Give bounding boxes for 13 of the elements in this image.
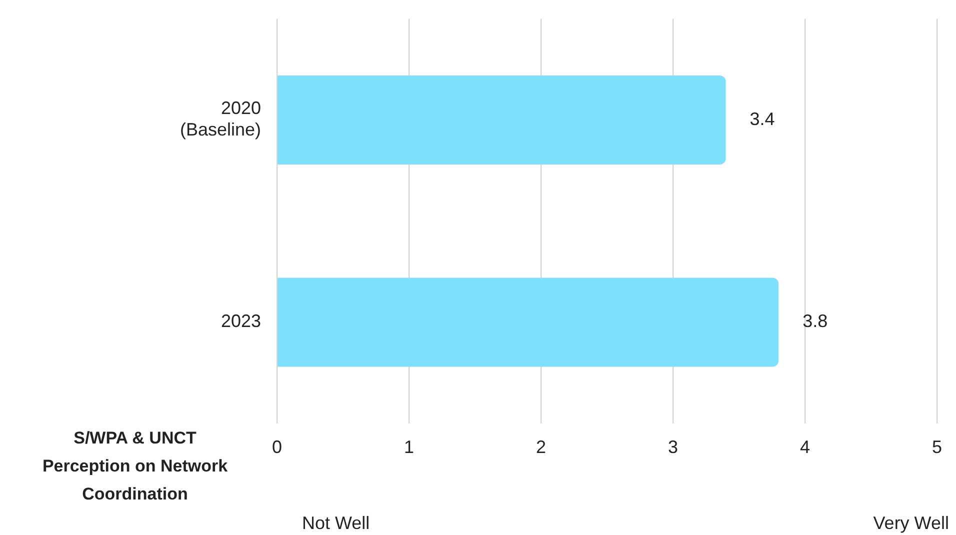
text: Not Well: [302, 512, 370, 533]
data-label: 3.8: [802, 311, 828, 332]
x-tick-label: 2: [536, 437, 546, 458]
x-tick-label: 4: [800, 437, 810, 458]
x-tick-label: 0: [272, 437, 282, 458]
x-tick-label: 3: [668, 437, 678, 458]
x-tick-label: 1: [404, 437, 414, 458]
text: Very Well: [873, 512, 949, 533]
x-tick-label: 5: [932, 437, 942, 458]
text: S/WPA & UNCT Perception on Network Coordination: [42, 428, 228, 504]
y-tick-label: 2020 (Baseline): [180, 98, 261, 140]
data-label: 3.4: [750, 108, 775, 129]
y-tick-label: 2023: [220, 311, 261, 332]
